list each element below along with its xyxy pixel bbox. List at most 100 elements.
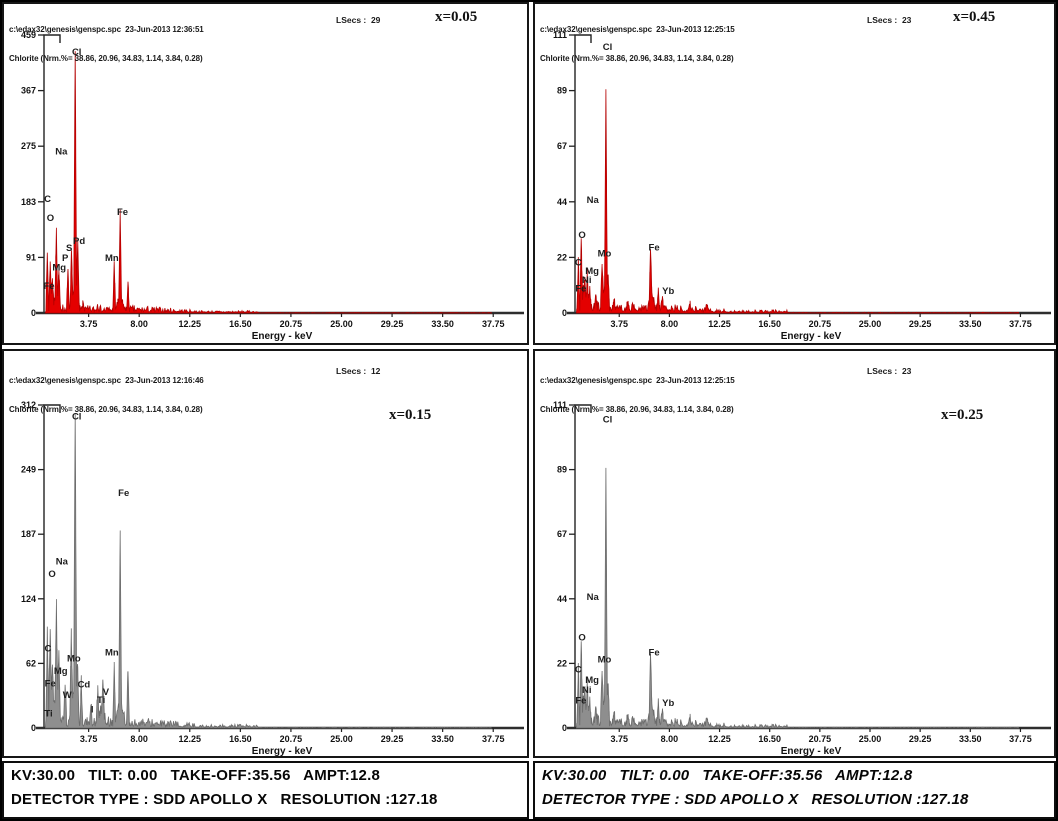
element-label-C: C <box>575 257 582 268</box>
file-path-line: c:\edax32\genesis\genspc.spc 23-Jun-2013… <box>9 376 204 385</box>
element-label-Cl: Cl <box>72 47 82 58</box>
file-path-line: c:\edax32\genesis\genspc.spc 23-Jun-2013… <box>9 25 204 34</box>
y-tick-label: 0 <box>562 723 567 733</box>
y-axis <box>574 34 592 313</box>
spectrum-trace <box>575 89 1020 314</box>
x-tick-label: 8.00 <box>130 319 148 329</box>
element-label-Mn: Mn <box>105 253 119 264</box>
composition-x-label: x=0.15 <box>389 407 432 423</box>
detector-resolution-line: DETECTOR TYPE : SDD APOLLO X RESOLUTION … <box>542 791 969 808</box>
y-axis <box>574 404 592 728</box>
x-tick-label: 12.25 <box>708 319 731 329</box>
x-axis-title: Energy - keV <box>252 746 313 756</box>
element-label-C: C <box>44 643 51 654</box>
x-tick-label: 37.75 <box>482 319 505 329</box>
x-tick-label: 20.75 <box>280 734 303 744</box>
x-tick-label: 20.75 <box>809 734 832 744</box>
y-tick-label: 367 <box>21 86 36 96</box>
element-label-Fe: Fe <box>118 488 129 499</box>
element-label-Ti: Ti <box>97 695 105 706</box>
x-tick-label: 37.75 <box>1009 734 1032 744</box>
lsecs-label: LSecs : 12 <box>336 366 381 376</box>
x-tick-label: 25.00 <box>330 734 353 744</box>
panel-header: c:\edax32\genesis\genspc.spc 23-Jun-2013… <box>9 357 204 433</box>
element-label-Mg: Mg <box>585 675 599 686</box>
x-tick-label: 8.00 <box>661 734 679 744</box>
composition-x-label: x=0.25 <box>941 407 984 423</box>
x-axis-title: Energy - keV <box>781 746 842 756</box>
y-tick-label: 0 <box>562 308 567 318</box>
sample-info-line: Chlorite (Nrm.%= 38.86, 20.96, 34.83, 1.… <box>9 53 203 63</box>
x-tick-label: 3.75 <box>610 734 628 744</box>
x-tick-label: 29.25 <box>381 319 404 329</box>
element-label-Fe: Fe <box>649 647 660 658</box>
y-tick-label: 0 <box>31 723 36 733</box>
x-tick-label: 8.00 <box>130 734 148 744</box>
spectrum-panel-top-left: 459 367 275 183 91 0 3.75 8.00 12.25 16.50 20.75 25… <box>2 2 529 345</box>
y-tick-label: 312 <box>21 400 36 410</box>
panel-header: c:\edax32\genesis\genspc.spc 23-Jun-2013… <box>540 6 735 82</box>
x-axis-title: Energy - keV <box>781 331 842 342</box>
x-tick-label: 8.00 <box>661 319 679 329</box>
element-label-I: I <box>91 705 94 716</box>
spectrum-panel-bottom-right: 111 89 67 44 22 0 3.75 8.00 12.25 16.50 20.75 25.00… <box>533 349 1056 758</box>
y-tick-label: 275 <box>21 141 36 151</box>
spectrum-plot: 312 249 187 124 62 0 3.75 8.00 12.25 16.50 20.75 25… <box>21 400 524 756</box>
element-label-Ni: Ni <box>582 685 592 696</box>
y-tick-label: 89 <box>557 465 567 475</box>
x-tick-label: 29.25 <box>909 734 932 744</box>
x-tick-label: 12.25 <box>708 734 731 744</box>
x-axis-title: Energy - keV <box>252 331 313 342</box>
y-axis <box>43 404 61 728</box>
x-tick-label: 37.75 <box>482 734 505 744</box>
sample-info-line: Chlorite (Nrm.%= 38.86, 20.96, 34.83, 1.… <box>540 53 734 63</box>
spectrum-panel-top-right: 111 89 67 44 22 0 3.75 8.00 12.25 16.50 20.75 25.00… <box>533 2 1056 345</box>
sample-info-line: Chlorite (Nrm.%= 38.86, 20.96, 34.83, 1.… <box>540 404 734 414</box>
x-tick-label: 33.50 <box>959 734 982 744</box>
element-label-Cl: Cl <box>72 412 82 423</box>
element-label-Ti: Ti <box>44 709 52 720</box>
lsecs-label: LSecs : 23 <box>867 366 912 376</box>
element-label-Fe: Fe <box>43 281 54 292</box>
y-tick-label: 67 <box>557 529 567 539</box>
element-label-Fe: Fe <box>575 695 586 706</box>
element-label-Fe: Fe <box>117 207 128 218</box>
element-label-Mo: Mo <box>598 655 612 666</box>
file-path-line: c:\edax32\genesis\genspc.spc 23-Jun-2013… <box>540 25 735 34</box>
element-label-O: O <box>578 633 585 644</box>
x-tick-label: 20.75 <box>280 319 303 329</box>
x-tick-label: 25.00 <box>859 319 882 329</box>
y-tick-label: 67 <box>557 141 567 151</box>
sample-info-line: Chlorite (Nrm.%= 38.86, 20.96, 34.83, 1.… <box>9 404 203 414</box>
element-label-Mg: Mg <box>52 263 66 274</box>
x-tick-label: 16.50 <box>229 734 252 744</box>
element-label-Yb: Yb <box>662 698 674 709</box>
x-tick-label: 16.50 <box>758 734 781 744</box>
kv-tilt-takeoff-ampt-line: KV:30.00 TILT: 0.00 TAKE-OFF:35.56 AMPT:… <box>11 767 380 784</box>
composition-x-label: x=0.45 <box>953 9 996 25</box>
lsecs-label: LSecs : 29 <box>336 15 381 25</box>
element-label-O: O <box>578 230 585 241</box>
spectrum-panel-bottom-left: 312 249 187 124 62 0 3.75 8.00 12.25 16.50 20.75 25… <box>2 349 529 758</box>
acquisition-settings-box-right: KV:30.00 TILT: 0.00 TAKE-OFF:35.56 AMPT:… <box>533 761 1056 819</box>
y-tick-label: 183 <box>21 197 36 207</box>
x-tick-label: 33.50 <box>431 734 454 744</box>
element-label-Fe: Fe <box>45 679 56 690</box>
element-label-Mg: Mg <box>585 266 599 277</box>
element-label-Cl: Cl <box>603 415 613 426</box>
element-label-Ni: Ni <box>582 275 592 286</box>
element-label-Cl: Cl <box>603 42 613 53</box>
x-tick-label: 16.50 <box>229 319 252 329</box>
file-path-line: c:\edax32\genesis\genspc.spc 23-Jun-2013… <box>540 376 735 385</box>
element-label-Na: Na <box>587 592 600 603</box>
x-tick-label: 3.75 <box>80 734 98 744</box>
element-label-P: P <box>62 253 69 264</box>
element-label-Na: Na <box>587 195 600 206</box>
element-label-O: O <box>48 569 55 580</box>
element-label-Pd: Pd <box>73 236 85 247</box>
spectrum-trace <box>44 51 493 314</box>
element-label-Mo: Mo <box>598 249 612 260</box>
element-label-Mg: Mg <box>54 666 68 677</box>
element-label-Fe: Fe <box>575 284 586 295</box>
y-axis <box>43 34 61 313</box>
